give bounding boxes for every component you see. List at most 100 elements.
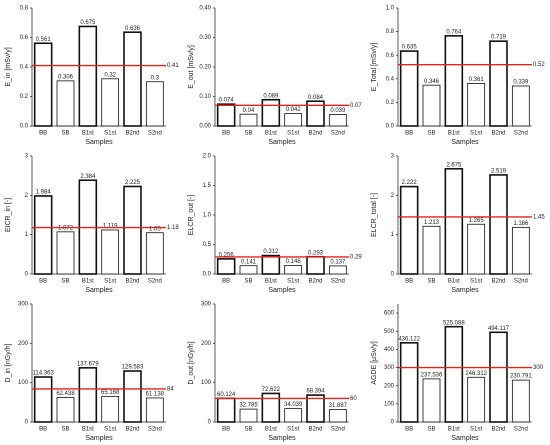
x-tick-label: B2nd [308, 279, 322, 285]
x-axis-title: Samples [451, 139, 479, 146]
y-tick-label: 0.0 [203, 272, 212, 278]
reference-label: 0.52 [533, 62, 545, 68]
value-label: 0.3 [151, 75, 160, 81]
x-tick-label: B1st [448, 279, 460, 285]
bar [306, 394, 325, 423]
x-axis-title: Samples [268, 435, 296, 442]
y-tick-label: 0 [25, 420, 29, 426]
y-axis-title: E_in [mSv/y] [5, 47, 12, 86]
y-tick-label: 200 [384, 383, 395, 389]
value-label: 1.186 [513, 221, 529, 227]
value-label: 0.361 [469, 77, 485, 83]
bar [306, 100, 325, 127]
x-tick-label: SB [61, 427, 69, 433]
value-label: 72.622 [262, 387, 281, 393]
bar [284, 113, 303, 127]
bar [261, 98, 281, 127]
x-tick-label: SB [61, 279, 69, 285]
value-label: 230.791 [510, 374, 532, 380]
value-label: 246.312 [465, 371, 487, 377]
bar [444, 167, 464, 275]
bar [284, 264, 303, 275]
x-tick-label: SB [244, 131, 252, 137]
x-tick-label: B1st [82, 131, 94, 137]
bar [261, 254, 281, 275]
x-tick-label: S2nd [331, 131, 345, 137]
x-tick-label: S1st [470, 427, 482, 433]
value-label: 0.141 [241, 259, 257, 265]
bar [56, 397, 75, 423]
x-tick-label: B1st [82, 427, 94, 433]
bar [101, 395, 120, 423]
x-tick-label: SB [427, 131, 435, 137]
value-label: 0.042 [286, 107, 302, 113]
value-label: 494.117 [488, 326, 510, 332]
value-label: 0.675 [80, 20, 96, 26]
bar [145, 81, 164, 127]
x-tick-label: B2nd [308, 427, 322, 433]
bar [284, 408, 303, 423]
x-tick-label: B2nd [125, 279, 139, 285]
value-label: 0.146 [286, 259, 302, 265]
x-tick-label: BB [39, 279, 47, 285]
x-tick-label: SB [244, 427, 252, 433]
x-tick-label: B1st [265, 131, 277, 137]
bar [261, 392, 281, 423]
x-axis-title: Samples [85, 287, 113, 294]
x-tick-label: BB [405, 427, 413, 433]
bar [489, 331, 508, 423]
y-tick-label: 300 [384, 365, 395, 371]
bar [239, 265, 258, 275]
y-tick-label: 200 [18, 341, 29, 347]
x-tick-label: S1st [104, 279, 116, 285]
y-tick-label: 0.4 [20, 65, 29, 71]
bar [306, 255, 325, 275]
x-tick-label: S1st [104, 427, 116, 433]
value-label: 68.394 [306, 389, 325, 395]
reference-label: 0.41 [167, 63, 179, 69]
x-tick-label: SB [427, 279, 435, 285]
x-tick-label: BB [222, 131, 230, 137]
y-tick-label: 0.6 [20, 35, 29, 41]
value-label: 2.519 [491, 168, 507, 174]
y-tick-label: 1 [391, 232, 395, 238]
y-tick-label: 400 [384, 347, 395, 353]
bar [489, 174, 508, 275]
bar [511, 226, 530, 275]
y-axis-title: ELCR_total [-] [371, 193, 378, 237]
y-tick-label: 100 [201, 380, 212, 386]
bar [123, 31, 142, 127]
value-label: 0.137 [330, 259, 346, 265]
bar [328, 409, 347, 423]
y-tick-label: 0.00 [199, 124, 211, 130]
x-tick-label: B1st [265, 427, 277, 433]
value-label: 525.088 [443, 320, 465, 326]
x-tick-label: S2nd [148, 131, 162, 137]
y-tick-label: 0 [391, 272, 395, 278]
bar [467, 83, 486, 127]
x-tick-label: B2nd [125, 131, 139, 137]
value-label: 1.265 [469, 218, 485, 224]
y-tick-label: 0.8 [20, 6, 29, 12]
y-tick-label: 0.2 [20, 94, 29, 100]
y-tick-label: 0.8 [386, 29, 395, 35]
bar [422, 84, 441, 127]
y-tick-label: 0 [391, 420, 395, 426]
y-tick-label: 1.0 [203, 213, 212, 219]
bar [101, 229, 120, 275]
y-axis-title: E_Total [mSv/y] [371, 43, 378, 92]
y-tick-label: 0.5 [203, 242, 212, 248]
bar [78, 367, 98, 423]
y-tick-label: 100 [384, 401, 395, 407]
y-tick-label: 600 [384, 311, 395, 317]
bar [328, 114, 347, 127]
bar [511, 85, 530, 127]
bar [216, 397, 236, 423]
y-tick-label: 0.10 [199, 94, 211, 100]
x-tick-label: S2nd [514, 279, 528, 285]
value-label: 1.05 [149, 226, 161, 232]
value-label: 60.124 [217, 392, 236, 398]
x-tick-label: S1st [287, 427, 299, 433]
value-label: 0.635 [402, 45, 418, 51]
